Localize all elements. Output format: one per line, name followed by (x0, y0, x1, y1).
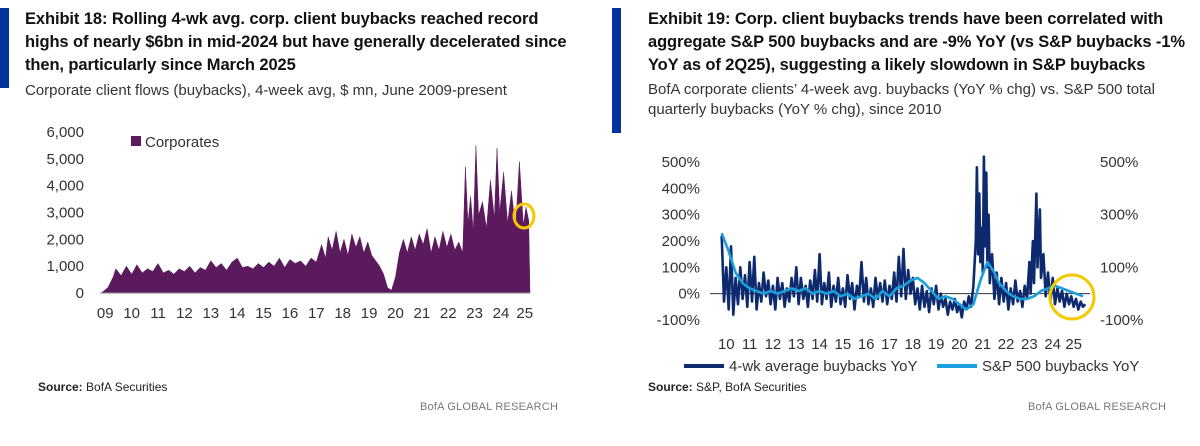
exhibit-19-title: Exhibit 19: Corp. client buybacks trends… (648, 10, 1185, 74)
x-tick-label: 15 (255, 305, 272, 322)
y-tick-label: 0 (76, 285, 84, 302)
x-tick-label: 15 (835, 336, 852, 353)
exhibit-18-title: Exhibit 18: Rolling 4-wk avg. corp. clie… (25, 10, 567, 74)
highlight-circle (1048, 273, 1096, 321)
exhibit-18-source-label: Source: (38, 380, 83, 394)
exhibit-18-panel: Exhibit 18: Rolling 4-wk avg. corp. clie… (0, 8, 567, 413)
x-tick-label: 22 (998, 336, 1015, 353)
exhibit-18-area-chart: 6,000 5,000 4,000 3,000 2,000 1,000 0 09 10 11 12 1… (46, 124, 536, 322)
x-tick-label: 24 (1044, 336, 1061, 353)
highlight-circle (512, 202, 536, 230)
y-left-tick-label: 500% (662, 154, 700, 171)
y-tick-label: 2,000 (46, 231, 84, 248)
exhibit-19-accent-bar (612, 8, 621, 133)
exhibit-19-brand: BofA GLOBAL RESEARCH (1028, 401, 1167, 413)
exhibit-19-panel: Exhibit 19: Corp. client buybacks trends… (612, 0, 1200, 446)
x-tick-label: 18 (334, 305, 351, 322)
x-tick-label: 22 (440, 305, 457, 322)
x-tick-label: 11 (150, 305, 166, 322)
exhibit-18-subtitle: Corporate client flows (buybacks), 4-wee… (25, 82, 507, 99)
x-tick-label: 19 (928, 336, 945, 353)
x-tick-label: 11 (742, 336, 758, 353)
exhibit-19-line-chart: 500% 400% 300% 200% 100% 0% -100% 500% 300% 100% -… (657, 154, 1144, 375)
x-tick-label: 21 (974, 336, 991, 353)
y-left-tick-label: 0% (678, 286, 700, 303)
sp500-buybacks-line-series (720, 232, 1084, 311)
x-tick-label: 10 (718, 336, 735, 353)
x-tick-label: 16 (858, 336, 875, 353)
exhibit-19-source-label: Source: (648, 380, 693, 394)
x-tick-label: 17 (881, 336, 898, 353)
x-tick-label: 25 (516, 305, 533, 322)
x-tick-label: 17 (308, 305, 325, 322)
corporates-area-series (100, 145, 531, 294)
legend-swatch-corporates (131, 136, 141, 146)
y-left-tick-label: 100% (662, 259, 700, 276)
x-tick-label: 16 (282, 305, 299, 322)
x-tick-label: 24 (493, 305, 510, 322)
exhibit-19-subtitle: BofA corporate clients’ 4-week avg. buyb… (648, 81, 1155, 118)
x-tick-label: 12 (765, 336, 782, 353)
y-tick-label: 3,000 (46, 205, 84, 222)
y-right-tick-label: 500% (1100, 154, 1138, 171)
x-tick-label: 12 (176, 305, 193, 322)
x-tick-label: 13 (202, 305, 219, 322)
legend-label-sp500: S&P 500 buybacks YoY (982, 358, 1139, 375)
x-tick-label: 09 (97, 305, 114, 322)
buybacks-4wk-line-series (720, 155, 1087, 319)
y-left-tick-label: 300% (662, 207, 700, 224)
x-tick-label: 19 (361, 305, 378, 322)
x-tick-label: 23 (1021, 336, 1038, 353)
exhibit-18-source: Source: BofA Securities (38, 380, 167, 394)
y-right-tick-label: 300% (1100, 207, 1138, 224)
x-tick-label: 18 (904, 336, 921, 353)
x-tick-label: 14 (229, 305, 246, 322)
x-tick-label: 14 (811, 336, 828, 353)
y-tick-label: 4,000 (46, 178, 84, 195)
x-tick-label: 13 (788, 336, 805, 353)
exhibit-18-source-text: BofA Securities (82, 380, 168, 394)
exhibit-19-source: Source: S&P, BofA Securities (648, 380, 807, 394)
legend-label-4wk: 4-wk average buybacks YoY (729, 358, 917, 375)
x-tick-label: 25 (1065, 336, 1082, 353)
y-left-tick-label: 400% (662, 180, 700, 197)
x-tick-label: 10 (123, 305, 140, 322)
x-tick-label: 23 (466, 305, 483, 322)
x-tick-label: 20 (387, 305, 404, 322)
exhibit-18-brand: BofA GLOBAL RESEARCH (420, 401, 559, 413)
exhibit-19-source-text: S&P, BofA Securities (692, 380, 807, 394)
legend-label-corporates: Corporates (145, 134, 219, 151)
y-left-tick-label: -100% (657, 312, 700, 329)
y-tick-label: 1,000 (46, 258, 84, 275)
x-tick-label: 21 (413, 305, 430, 322)
y-right-tick-label: -100% (1100, 312, 1143, 329)
y-left-tick-label: 200% (662, 233, 700, 250)
y-tick-label: 6,000 (46, 124, 84, 141)
y-right-tick-label: 100% (1100, 259, 1138, 276)
exhibit-18-accent-bar (0, 8, 9, 88)
x-tick-label: 20 (951, 336, 968, 353)
y-tick-label: 5,000 (46, 151, 84, 168)
